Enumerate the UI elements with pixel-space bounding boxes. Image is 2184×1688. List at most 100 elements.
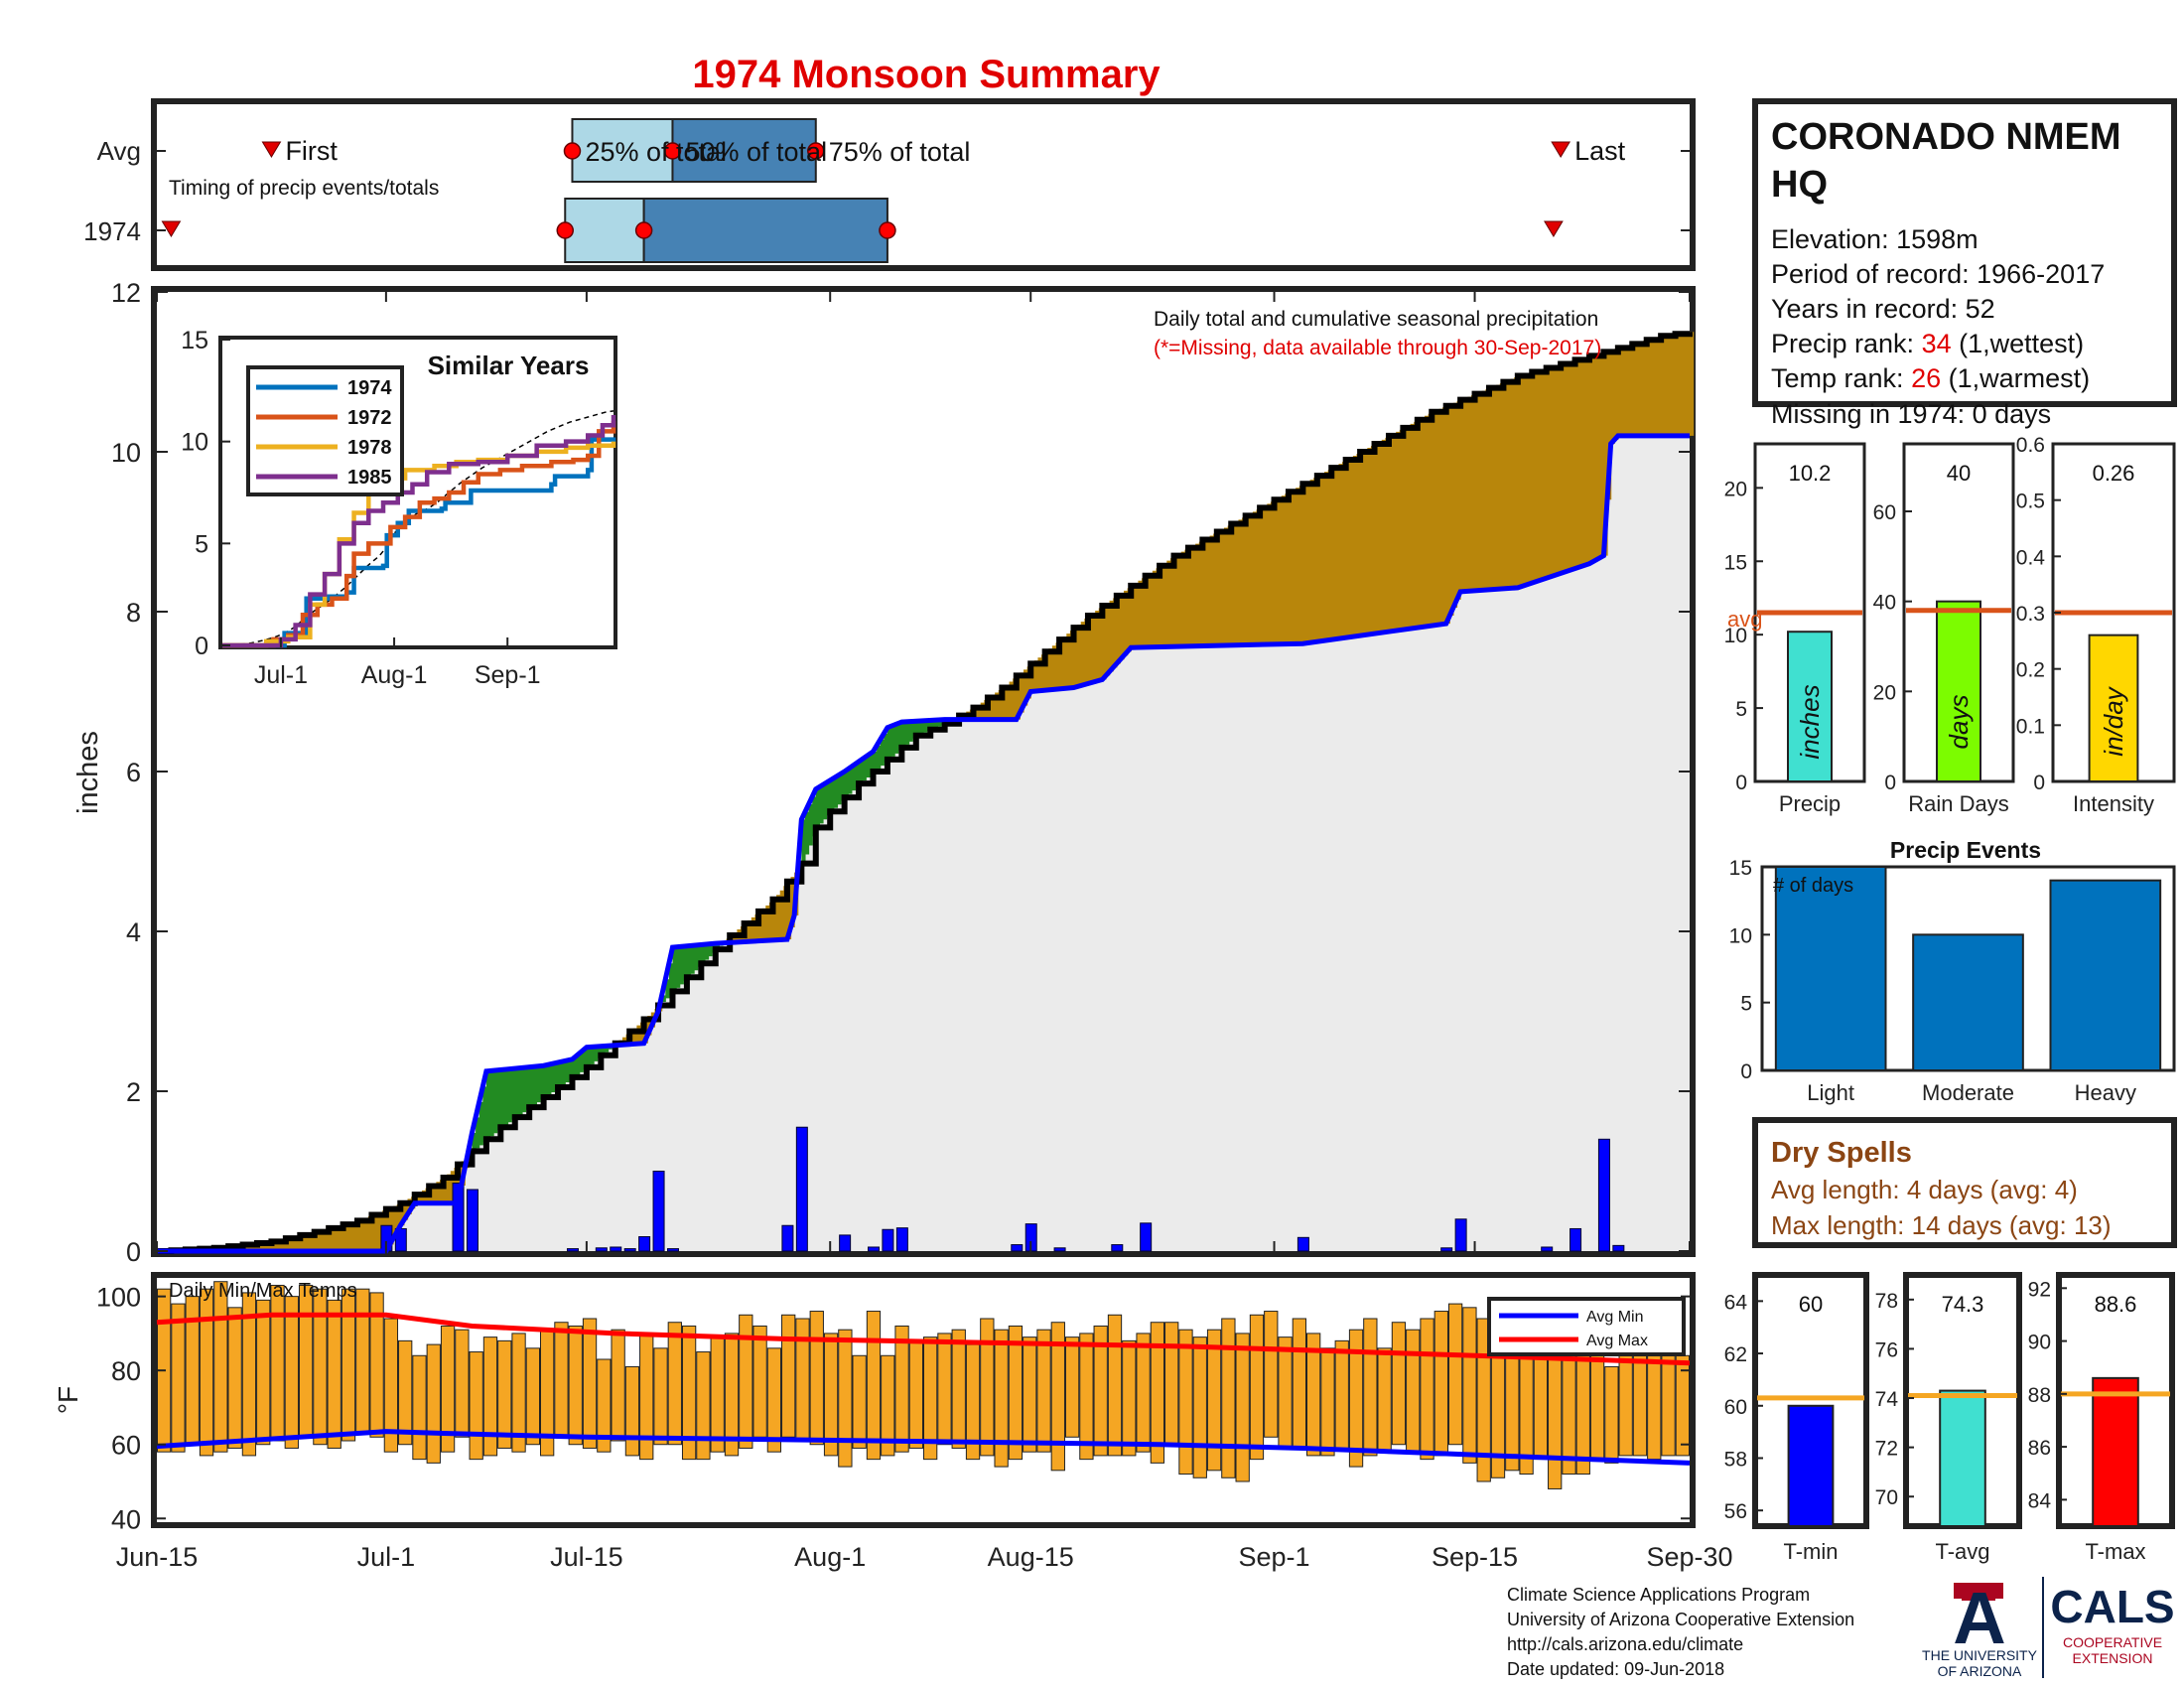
temp-day-bar (937, 1333, 952, 1446)
first-event-marker-0 (261, 141, 282, 158)
stat-ytick-label: 84 (2028, 1489, 2052, 1512)
timing-dot-1-1 (634, 221, 653, 239)
stat-avg-label-0: avg (1727, 607, 1762, 632)
temp-day-bar (852, 1354, 867, 1449)
dry-spells-box: Dry Spells Avg length: 4 days (avg: 4) M… (1752, 1117, 2177, 1248)
temp-day-bar (1150, 1322, 1165, 1464)
year-cumulative-line (157, 433, 1690, 1254)
temp-day-bar (1348, 1329, 1364, 1468)
temp-day-bar (951, 1329, 966, 1449)
event-bar-Heavy (2049, 879, 2162, 1072)
legend-label-1978: 1978 (347, 437, 392, 459)
cumulative-chart: 0 2 4 6 8 10 12 inches Daily total and cumulat… (72, 278, 1696, 1267)
stat-value-2: 88.6 (2095, 1292, 2137, 1317)
temp-ytick-label: 60 (111, 1431, 141, 1461)
station-missing: Missing in 1974: 0 days (1771, 399, 2051, 429)
daily-precip-bar (781, 1224, 794, 1252)
daily-precip-bar (1440, 1247, 1453, 1252)
temperature-ylabel: °F (53, 1386, 83, 1414)
temp-day-bar (1420, 1318, 1434, 1461)
events-ytick-label: 10 (1729, 924, 1752, 947)
event-label-0: Light (1807, 1080, 1854, 1105)
similar-xtick-label: Sep-1 (475, 661, 541, 689)
date-tick-label: Aug-1 (794, 1542, 866, 1572)
stat-ytick-label: 10 (1724, 625, 1747, 647)
cumulative-ytick-label: 4 (126, 917, 141, 947)
stat-ytick-label: 0 (2033, 772, 2045, 794)
daily-precip-bar (566, 1248, 579, 1252)
stat-bar-1 (1939, 1389, 1986, 1528)
temp-day-bar (1023, 1336, 1037, 1453)
precip-events-title: Precip Events (1890, 837, 2041, 863)
dry-spells-max: Max length: 14 days (avg: 13) (1771, 1210, 2112, 1240)
similar-line-1972 (222, 421, 616, 648)
temp-ytick-label: 80 (111, 1356, 141, 1386)
cumulative-ytick-label: 10 (111, 438, 141, 468)
temp-day-bar (710, 1336, 725, 1453)
temp-day-bar (908, 1339, 923, 1449)
similar-line-1974 (222, 437, 616, 648)
cumulative-subtitle: Daily total and cumulative seasonal prec… (1154, 308, 1598, 331)
temp-day-bar (1192, 1336, 1207, 1478)
stat-ytick-label: 88 (2028, 1384, 2051, 1407)
cumulative-ytick-label: 2 (126, 1077, 141, 1107)
date-tick-label: Sep-30 (1646, 1542, 1732, 1572)
temp-day-bar (1363, 1318, 1378, 1457)
temp-day-bar (1334, 1339, 1349, 1449)
temp-rank: Temp rank: 26 (1,warmest) (1771, 363, 2090, 393)
temp-day-bar (752, 1325, 767, 1438)
timing-caption: Timing of precip events/totals (169, 177, 439, 200)
daily-precip-bar (452, 1183, 465, 1252)
temp-day-bar (823, 1333, 839, 1457)
stat-bar-0 (1787, 631, 1833, 783)
temp-day-bar (1447, 1303, 1463, 1446)
first-event-label: First (285, 136, 338, 166)
temp-day-bar (582, 1318, 598, 1449)
temp-day-bar (1064, 1336, 1080, 1438)
figure-title: 1974 Monsoon Summary (692, 53, 1160, 96)
stat-bar-2 (2088, 633, 2139, 783)
temp-day-bar (838, 1329, 853, 1468)
missing-note: (*=Missing, data available through 30-Se… (1154, 337, 1601, 359)
date-tick-label: Sep-15 (1432, 1542, 1518, 1572)
temp-day-bar (1306, 1333, 1321, 1457)
stat-ytick-label: 60 (1873, 501, 1896, 524)
similar-line-1985 (222, 414, 616, 648)
average-cumulative-line (157, 331, 1693, 1254)
temp-day-bar (1050, 1322, 1065, 1472)
stat-bar-1 (1936, 600, 1981, 783)
station-name: CORONADO NMEM HQ (1771, 116, 2131, 206)
temp-day-bar (624, 1365, 640, 1457)
legend-label-1974: 1974 (347, 377, 392, 399)
temp-day-bar (1221, 1318, 1236, 1478)
daily-precip-bar (867, 1246, 880, 1252)
temp-day-bar (199, 1288, 214, 1457)
stat-label-1: Rain Days (1908, 791, 2008, 816)
daily-precip-bar (895, 1227, 908, 1252)
temperature-plot-area (156, 1281, 1691, 1489)
cumulative-ytick-label: 0 (126, 1237, 141, 1267)
date-tick-label: Sep-1 (1239, 1542, 1310, 1572)
temp-day-bar (1136, 1333, 1151, 1453)
station-elevation: Elevation: 1598m (1771, 224, 1979, 254)
temp-day-bar (1093, 1325, 1108, 1457)
temp-day-bar (568, 1325, 583, 1446)
temp-day-bar (994, 1329, 1009, 1468)
temp-day-bar (355, 1288, 370, 1435)
cumulative-ytick-label: 12 (111, 278, 141, 308)
temp-day-bar (383, 1318, 399, 1453)
stat-ytick-label: 76 (1875, 1338, 1898, 1361)
timing-dot-0-2 (807, 142, 825, 160)
daily-precip-bar (1297, 1236, 1309, 1252)
temp-day-bar (1476, 1318, 1491, 1482)
avg-min-line (156, 1429, 1691, 1466)
temp-day-bar (1632, 1347, 1648, 1457)
temp-day-bar (1206, 1329, 1222, 1472)
similar-avg-dashed-line (221, 410, 614, 646)
first-event-marker-1 (161, 220, 182, 237)
daily-precip-bar (1570, 1227, 1582, 1252)
event-label-2: Heavy (2075, 1080, 2136, 1105)
daily-precip-bar (795, 1126, 808, 1252)
temp-day-bar (284, 1296, 299, 1449)
events-ytick-label: 0 (1740, 1060, 1752, 1083)
